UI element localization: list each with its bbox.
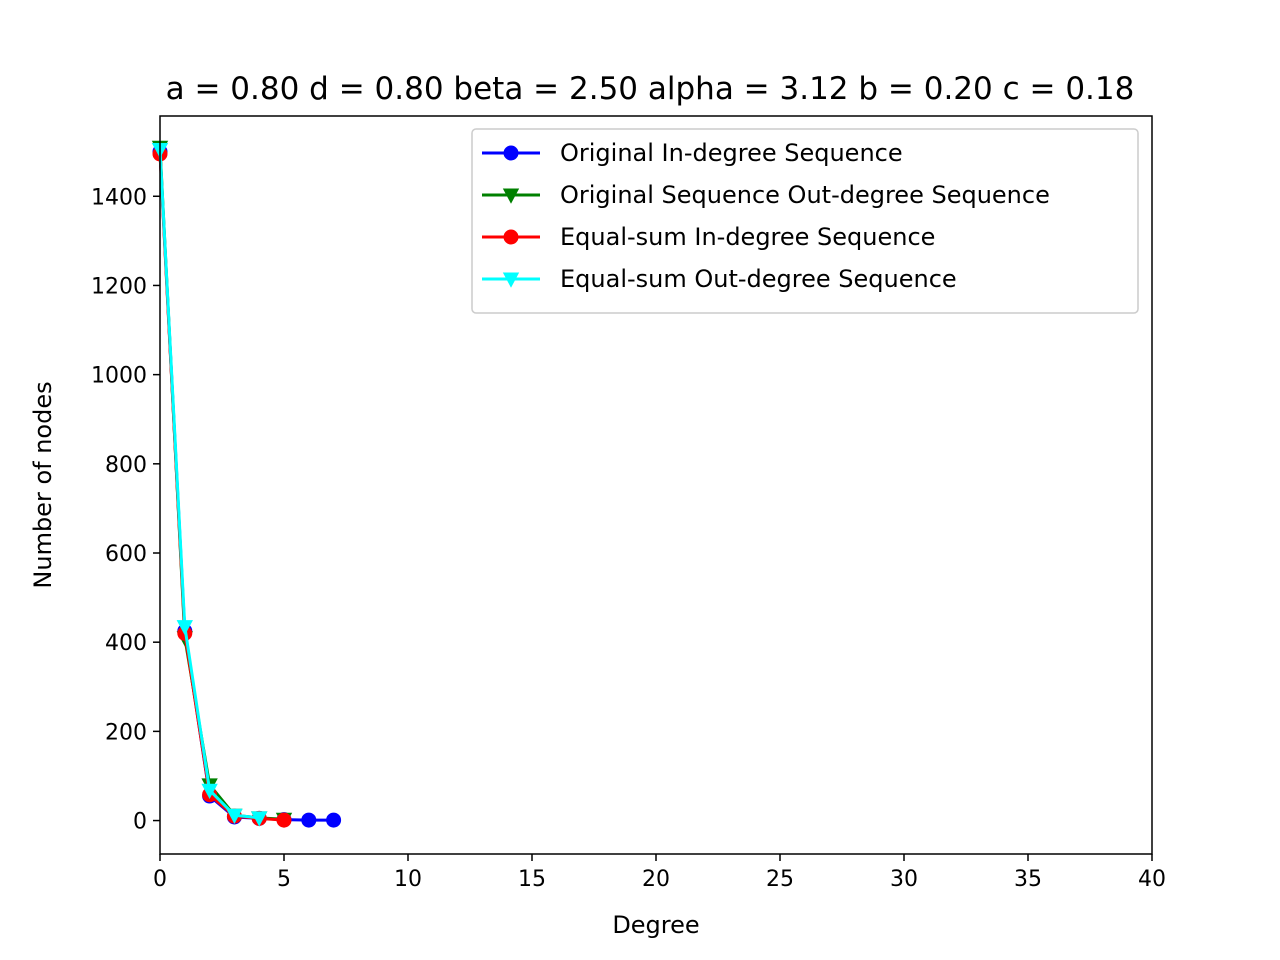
y-tick-label: 600 [105,542,147,567]
x-tick-label: 5 [277,867,291,892]
series-1-point [301,812,317,828]
x-tick-label: 10 [394,867,422,892]
y-tick-label: 400 [105,631,147,656]
y-axis-label: Number of nodes [29,381,57,588]
x-tick-label: 20 [642,867,670,892]
y-tick-label: 1200 [91,274,147,299]
y-tick-label: 1400 [91,185,147,210]
legend-item-1: Original In-degree Sequence [482,139,903,167]
legend: Original In-degree Sequence Original Sequ… [471,128,1139,314]
series-1-point [326,812,342,828]
x-tick-label: 40 [1138,867,1166,892]
legend-swatch-marker [503,145,519,161]
x-tick-label: 0 [153,867,167,892]
x-tick-label: 15 [518,867,546,892]
chart-title: a = 0.80 d = 0.80 beta = 2.50 alpha = 3.… [166,71,1135,107]
y-tick-label: 0 [133,810,147,835]
y-tick-label: 200 [105,720,147,745]
y-tick-label: 800 [105,453,147,478]
legend-swatch-marker [502,188,520,204]
x-tick-label: 35 [1014,867,1042,892]
series-3-point [276,812,292,828]
legend-item-3: Equal-sum In-degree Sequence [482,223,935,251]
series-4-point [176,620,193,636]
x-tick-label: 30 [890,867,918,892]
legend-swatch-marker [502,272,520,288]
legend-item-4: Equal-sum Out-degree Sequence [482,265,957,293]
axis-ticks: 0 5 10 15 20 25 30 35 40020040060080010001200140… [91,185,1166,892]
x-axis-label: Degree [612,911,699,939]
legend-label: Equal-sum In-degree Sequence [560,223,935,251]
series-4-point [251,811,268,827]
y-tick-label: 1000 [91,364,147,389]
legend-label: Original In-degree Sequence [560,139,903,167]
legend-label: Original Sequence Out-degree Sequence [560,181,1050,209]
legend-item-2: Original Sequence Out-degree Sequence [482,181,1050,209]
x-tick-label: 25 [766,867,794,892]
series-4-point [226,808,243,824]
legend-swatch-marker [503,229,519,245]
legend-box [471,128,1139,314]
legend-label: Equal-sum Out-degree Sequence [560,265,957,293]
series-4-point [201,783,218,799]
plot-area [151,140,342,828]
